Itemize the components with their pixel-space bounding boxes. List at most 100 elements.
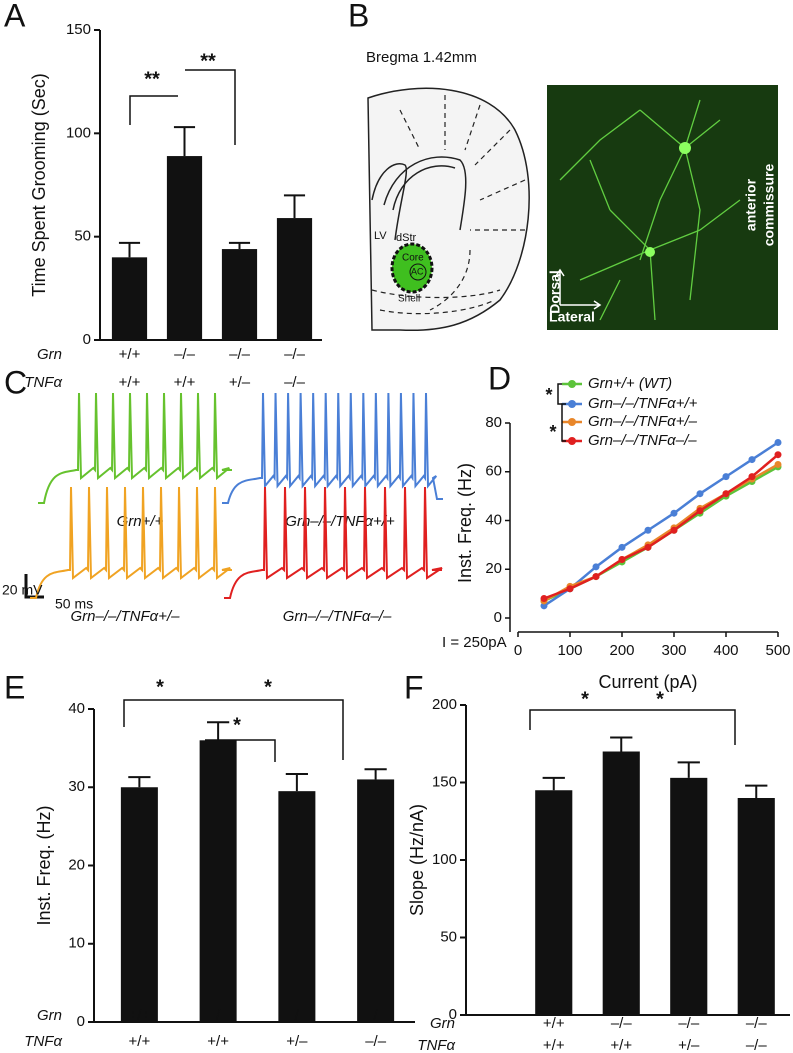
genotype-label: –/– bbox=[746, 1037, 768, 1053]
diagram-label: AC bbox=[411, 266, 424, 276]
x-tick-label: 500 bbox=[765, 642, 790, 659]
series-line bbox=[543, 453, 779, 600]
legend-label: Grn+/+ (WT) bbox=[588, 375, 672, 392]
y-tick-label: 80 bbox=[485, 414, 502, 431]
y-tick-label: 20 bbox=[485, 560, 502, 577]
significance-star: * bbox=[264, 676, 272, 698]
image-label: commissure bbox=[761, 164, 777, 247]
genotype-label: –/– bbox=[678, 1015, 700, 1032]
genotype-row-label: TNFα bbox=[24, 1033, 62, 1050]
bar bbox=[199, 740, 237, 1022]
voltage-trace bbox=[222, 392, 443, 504]
significance-bracket bbox=[596, 709, 736, 745]
data-point bbox=[670, 509, 678, 517]
y-tick-label: 0 bbox=[494, 609, 502, 626]
bar bbox=[221, 249, 258, 340]
data-point bbox=[748, 473, 756, 481]
x-tick-label: 0 bbox=[514, 642, 522, 659]
data-point bbox=[644, 526, 652, 534]
bar bbox=[737, 798, 775, 1015]
trace-label: Grn–/–/TNFα–/– bbox=[283, 608, 392, 625]
significance-bracket bbox=[123, 699, 344, 760]
genotype-row-label: TNFα bbox=[417, 1037, 455, 1053]
data-point bbox=[644, 543, 652, 551]
genotype-label: +/– bbox=[678, 1037, 700, 1053]
genotype-label: +/+ bbox=[119, 374, 141, 391]
y-tick-label: 30 bbox=[68, 778, 85, 795]
image-label: Lateral bbox=[549, 309, 595, 325]
x-tick-label: 400 bbox=[713, 642, 738, 659]
panel-letter: E bbox=[4, 669, 25, 705]
legend-label: Grn–/–/TNFα+/– bbox=[588, 413, 698, 430]
legend-marker bbox=[568, 380, 576, 388]
diagram-label: Shell bbox=[398, 294, 420, 305]
voltage-trace bbox=[224, 486, 443, 599]
y-tick-label: 100 bbox=[66, 124, 91, 141]
y-axis-label: Slope (Hz/nA) bbox=[407, 804, 427, 916]
data-point bbox=[670, 526, 678, 534]
y-tick-label: 100 bbox=[432, 851, 457, 868]
diagram-label: LV bbox=[374, 230, 387, 242]
bar bbox=[670, 777, 708, 1015]
trace-label: Grn–/–/TNFα+/– bbox=[70, 608, 180, 625]
x-tick-label: 200 bbox=[609, 642, 634, 659]
bar bbox=[602, 751, 640, 1015]
data-point bbox=[618, 543, 626, 551]
data-point bbox=[696, 507, 704, 515]
bar bbox=[120, 787, 158, 1022]
data-point bbox=[592, 573, 600, 581]
image-label: Dorsal bbox=[547, 270, 563, 314]
significance-star: * bbox=[656, 688, 664, 710]
bar bbox=[166, 156, 203, 340]
bar bbox=[276, 218, 313, 340]
genotype-label: +/+ bbox=[129, 1033, 151, 1050]
genotype-label: +/+ bbox=[129, 1007, 151, 1024]
significance-bracket bbox=[557, 383, 562, 405]
y-tick-label: 50 bbox=[74, 228, 91, 245]
legend-label: Grn–/–/TNFα+/+ bbox=[588, 395, 698, 412]
significance-star: ** bbox=[144, 68, 160, 90]
series-line bbox=[543, 441, 779, 607]
bar bbox=[357, 779, 395, 1022]
genotype-label: +/+ bbox=[543, 1037, 565, 1053]
genotype-label: +/– bbox=[286, 1033, 308, 1050]
diagram-title: Bregma 1.42mm bbox=[366, 49, 477, 66]
brain-diagram bbox=[367, 87, 530, 332]
legend-marker bbox=[568, 400, 576, 408]
significance-bracket bbox=[185, 69, 236, 145]
significance-bracket bbox=[205, 739, 276, 762]
scale-label: 50 ms bbox=[55, 596, 93, 612]
y-tick-label: 150 bbox=[66, 21, 91, 38]
y-tick-label: 150 bbox=[432, 773, 457, 790]
bar bbox=[535, 790, 573, 1015]
genotype-label: +/– bbox=[229, 374, 251, 391]
genotype-row-label: TNFα bbox=[24, 374, 62, 391]
data-point bbox=[774, 460, 782, 468]
stimulus-label: I = 250pA bbox=[442, 634, 507, 651]
significance-bracket bbox=[129, 95, 178, 125]
confocal-image bbox=[547, 85, 778, 330]
diagram-label: Core bbox=[402, 253, 424, 264]
genotype-label: –/– bbox=[365, 1007, 387, 1024]
data-point bbox=[774, 439, 782, 446]
significance-star: * bbox=[545, 385, 552, 405]
genotype-label: –/– bbox=[208, 1007, 230, 1024]
genotype-label: +/+ bbox=[119, 346, 141, 363]
bar bbox=[111, 257, 148, 340]
genotype-row-label: Grn bbox=[37, 346, 62, 363]
scale-bar bbox=[24, 574, 44, 599]
scale-label: 20 mV bbox=[2, 582, 43, 598]
genotype-label: –/– bbox=[746, 1015, 768, 1032]
genotype-row-label: Grn bbox=[430, 1015, 455, 1032]
genotype-label: –/– bbox=[611, 1015, 633, 1032]
panel-letter: C bbox=[4, 364, 27, 400]
significance-star: * bbox=[233, 714, 241, 736]
y-tick-label: 200 bbox=[432, 696, 457, 713]
diagram-label: dStr bbox=[396, 232, 417, 244]
data-point bbox=[566, 585, 574, 593]
legend-marker bbox=[568, 418, 576, 426]
y-axis-label: Inst. Freq. (Hz) bbox=[455, 463, 475, 583]
data-point bbox=[592, 563, 600, 571]
genotype-row-label: Grn bbox=[37, 1007, 62, 1024]
significance-star: * bbox=[156, 676, 164, 698]
